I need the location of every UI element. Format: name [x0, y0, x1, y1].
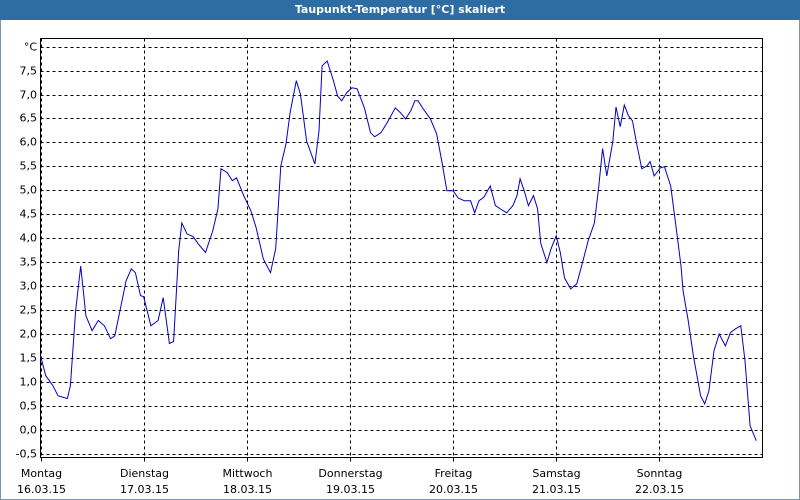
y-tick-label: 3,5 [20, 256, 38, 269]
y-tick-label: 0,5 [20, 400, 38, 413]
y-tick-label: 1,0 [20, 376, 38, 389]
y-tick-label: -0,5 [16, 448, 37, 461]
grid [40, 38, 763, 458]
x-tick-label: Montag [21, 467, 62, 480]
x-tick-label: Donnerstag [318, 467, 382, 480]
y-tick-label: 7,0 [20, 89, 38, 102]
x-tick-date: 16.03.15 [17, 483, 66, 496]
x-tick-date: 17.03.15 [120, 483, 169, 496]
y-tick-label: 6,5 [20, 112, 38, 125]
y-tick-label: 0,0 [20, 424, 38, 437]
y-tick-label: 7,5 [20, 65, 38, 78]
y-tick-label: 1,5 [20, 352, 38, 365]
y-tick-label: 5,0 [20, 184, 38, 197]
x-tick-date: 22.03.15 [635, 483, 684, 496]
y-tick-label: 2,5 [20, 304, 38, 317]
x-tick-label: Freitag [435, 467, 473, 480]
y-tick-label: 6,0 [20, 136, 38, 149]
y-tick-label: 5,5 [20, 160, 38, 173]
x-tick-date: 21.03.15 [532, 483, 581, 496]
plot-border [40, 38, 763, 458]
x-tick-date: 20.03.15 [429, 483, 478, 496]
data-line [40, 60, 757, 441]
x-tick-label: Dienstag [120, 467, 169, 480]
x-tick-date: 18.03.15 [223, 483, 272, 496]
x-tick-date: 19.03.15 [326, 483, 375, 496]
y-tick-label: 4,5 [20, 208, 38, 221]
title-bar [0, 0, 800, 20]
chart-title: Taupunkt-Temperatur [°C] skaliert [295, 3, 505, 16]
x-tick-label: Samstag [532, 467, 580, 480]
y-tick-label: 2,0 [20, 328, 38, 341]
x-tick-label: Mittwoch [223, 467, 273, 480]
y-tick-label: 4,0 [20, 232, 38, 245]
y-tick-label: 3,0 [20, 280, 38, 293]
y-tick-label: °C [24, 41, 38, 54]
x-tick-label: Sonntag [637, 467, 683, 480]
